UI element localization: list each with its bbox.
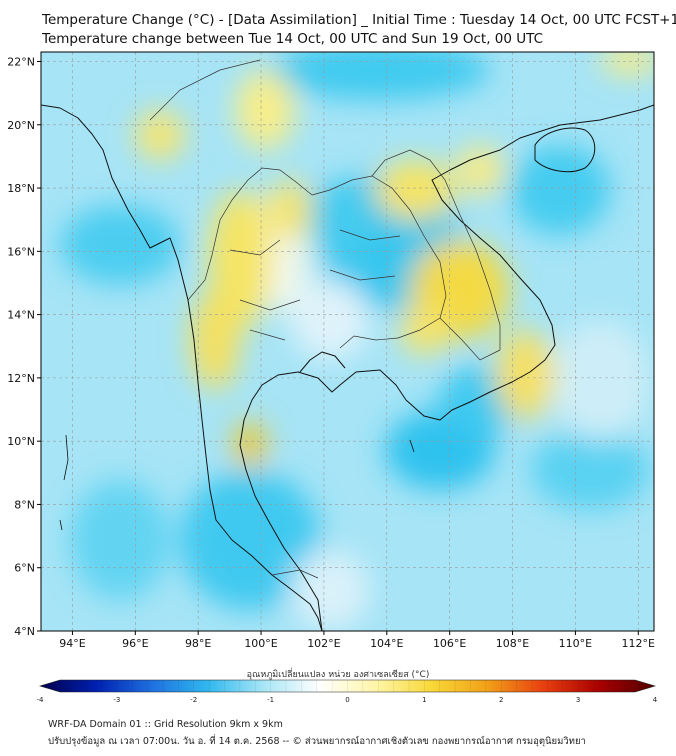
colorbar-tick-label: -4 bbox=[37, 696, 45, 704]
colorbar-tick-label: 0 bbox=[345, 696, 349, 704]
lon-tick-label: 96°E bbox=[122, 637, 148, 650]
lon-tick-label: 102°E bbox=[307, 637, 340, 650]
colorbar-bar bbox=[38, 679, 657, 693]
border-thailand-laos bbox=[311, 175, 447, 319]
cool-area-north bbox=[270, 52, 490, 100]
lat-tick-label: 8°N bbox=[14, 498, 35, 511]
island-phuquoc bbox=[409, 439, 415, 453]
lat-tick-label: 4°N bbox=[14, 625, 35, 638]
cool-area-peninsula bbox=[180, 470, 320, 610]
warm-area-laos-north bbox=[375, 160, 455, 220]
colorbar-tick-label: 3 bbox=[576, 696, 580, 704]
lon-tick-label: 94°E bbox=[59, 637, 85, 650]
colorbar-tick-label: -2 bbox=[190, 696, 197, 704]
colorbar-tick-label: 2 bbox=[499, 696, 503, 704]
lon-tick-label: 100°E bbox=[244, 637, 277, 650]
neutral-area-south bbox=[290, 550, 370, 630]
lat-tick-label: 10°N bbox=[7, 435, 35, 448]
chart-title: Temperature Change (°C) - [Data Assimila… bbox=[42, 12, 676, 28]
cool-area-scs bbox=[510, 145, 610, 235]
lat-tick-label: 6°N bbox=[14, 562, 35, 575]
colorbar-tick-label: -1 bbox=[267, 696, 274, 704]
lat-tick-label: 22°N bbox=[7, 55, 35, 68]
lon-axis: 94°E 96°E 98°E 100°E 102°E 104°E 106°E 108°E 110… bbox=[59, 631, 655, 650]
lon-tick-label: 112°E bbox=[622, 637, 655, 650]
lat-tick-label: 12°N bbox=[7, 372, 35, 385]
lon-tick-label: 110°E bbox=[559, 637, 592, 650]
coastline-peninsula-east bbox=[239, 104, 654, 631]
coastline-hainan bbox=[534, 127, 596, 173]
neutral-area-central bbox=[290, 280, 370, 360]
colorbar-tick-label: 1 bbox=[422, 696, 426, 704]
lat-tick-label: 14°N bbox=[7, 309, 35, 322]
warm-area-myanmar bbox=[235, 70, 295, 150]
colorbar-ticks: -4 -3 -2 -1 0 1 2 3 4 bbox=[37, 680, 658, 704]
warm-area-west bbox=[190, 290, 240, 390]
cool-area-sea-south bbox=[530, 430, 650, 510]
lat-axis: 4°N 6°N 8°N 10°N 12°N 14°N 16°N 18°N 20°N 22°N bbox=[7, 55, 41, 638]
chart-subtitle: Temperature change between Tue 14 Oct, 0… bbox=[42, 31, 544, 47]
country-borders bbox=[149, 59, 501, 579]
colorbar-tick-label: -3 bbox=[113, 696, 120, 704]
cool-area-bay bbox=[60, 205, 180, 285]
footer-model-info: WRF-DA Domain 01 :: Grid Resolution 9km … bbox=[48, 719, 283, 730]
island-nicobar bbox=[59, 519, 63, 531]
warm-area-corner bbox=[600, 52, 654, 75]
graticule bbox=[41, 52, 654, 631]
lat-tick-label: 20°N bbox=[7, 119, 35, 132]
colorbar-label: อุณหภูมิเปลี่ยนแปลง หน่วย องศาเซลเซียส (… bbox=[246, 670, 430, 680]
lat-tick-label: 18°N bbox=[7, 182, 35, 195]
lon-tick-label: 104°E bbox=[370, 637, 403, 650]
cool-area-andaman bbox=[70, 480, 170, 600]
lat-tick-label: 16°N bbox=[7, 245, 35, 258]
temperature-field bbox=[41, 52, 654, 631]
colorbar: -4 -3 -2 -1 0 1 2 3 4 bbox=[37, 679, 658, 704]
border-malaysia bbox=[271, 569, 319, 579]
border-thailand-myanmar bbox=[187, 167, 313, 301]
colorbar-tick-label: 4 bbox=[653, 696, 658, 704]
lon-tick-label: 108°E bbox=[496, 637, 529, 650]
warm-area-laos-south bbox=[400, 305, 450, 355]
islands bbox=[59, 434, 415, 531]
border-laos-vietnam bbox=[371, 149, 501, 350]
border-cambodia-vietnam bbox=[439, 317, 501, 361]
coastline-gulf-north bbox=[299, 351, 346, 373]
lon-tick-label: 98°E bbox=[185, 637, 211, 650]
warm-area-myanmar-west bbox=[135, 110, 185, 160]
border-myanmar-north bbox=[149, 59, 261, 121]
footer-credit: ปรับปรุงข้อมูล ณ เวลา 07:00น. วัน อ. ที่… bbox=[48, 736, 586, 747]
neutral-area-east bbox=[550, 320, 650, 440]
island-andaman bbox=[63, 434, 69, 481]
plot-frame bbox=[40, 51, 655, 632]
warm-area-nan bbox=[268, 180, 312, 240]
border-thailand-cambodia bbox=[339, 317, 441, 349]
cool-area-isan bbox=[305, 180, 375, 260]
lon-tick-label: 106°E bbox=[433, 637, 466, 650]
warm-area-hainan bbox=[455, 145, 505, 195]
province-lines-1 bbox=[229, 229, 401, 341]
